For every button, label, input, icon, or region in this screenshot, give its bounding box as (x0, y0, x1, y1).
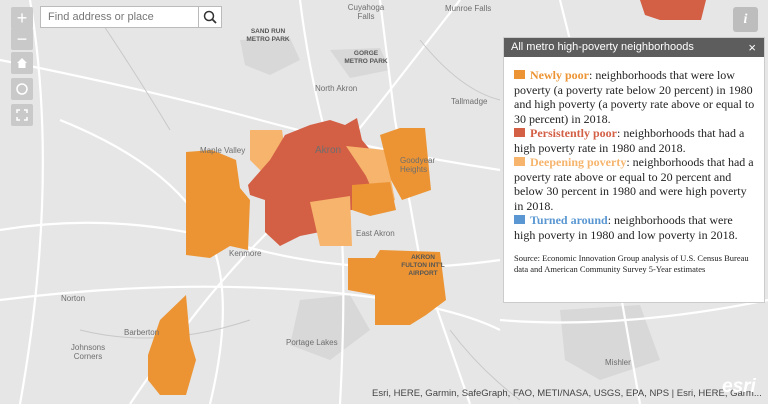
legend-text: : neighborhoods that had a poverty rate … (514, 155, 754, 213)
source-note: Source: Economic Innovation Group analys… (514, 253, 749, 274)
map-label: Akron (315, 145, 341, 156)
legend-text: : neighborhoods that were low poverty (a… (514, 68, 755, 126)
legend-swatch (514, 157, 525, 166)
map-label: Falls (358, 12, 375, 21)
map-label: Kenmore (229, 249, 262, 258)
search-icon (203, 10, 217, 24)
map-label: AIRPORT (408, 270, 437, 277)
map-label: East Akron (356, 229, 395, 238)
map-label: Norton (61, 294, 85, 303)
map-label: METRO PARK (246, 36, 290, 43)
legend-swatch (514, 215, 525, 224)
zoom-in[interactable]: + (11, 7, 33, 29)
locate-icon (16, 83, 28, 95)
legend-label: Persistently poor (530, 126, 617, 140)
attribution: Esri, HERE, Garmin, SafeGraph, FAO, METI… (372, 388, 762, 399)
map-label: Barberton (124, 328, 159, 337)
map-label: AKRON (411, 254, 435, 261)
map-label: METRO PARK (344, 58, 388, 65)
legend-label: Deepening poverty (530, 155, 627, 169)
legend-panel: All metro high-poverty neighborhoods × N… (503, 37, 765, 303)
legend-label: Turned around (530, 213, 608, 227)
legend-item: Turned around: neighborhoods that were h… (514, 213, 756, 242)
info-button[interactable]: i (733, 7, 758, 32)
map-label: Heights (400, 165, 427, 174)
legend-item: Persistently poor: neighborhoods that ha… (514, 126, 756, 155)
map-labels: Cuyahoga Falls Munroe Falls SAND RUN MET… (61, 3, 631, 367)
fullscreen-button[interactable] (11, 104, 33, 126)
map-label: Tallmadge (451, 97, 488, 106)
fullscreen-icon (16, 109, 28, 121)
map-label: Corners (74, 352, 102, 361)
map-label: Goodyear (400, 156, 435, 165)
locate-button[interactable] (11, 78, 33, 100)
home-icon (17, 58, 27, 68)
legend-swatch (514, 128, 525, 137)
parks (240, 38, 660, 380)
panel-title: All metro high-poverty neighborhoods (511, 41, 694, 53)
legend-text: : neighborhoods that were high poverty i… (514, 213, 738, 242)
map-label: FULTON INT'L (401, 262, 445, 269)
panel-header: All metro high-poverty neighborhoods × (504, 38, 764, 57)
legend-text: : neighborhoods that had a high poverty … (514, 126, 745, 155)
home-button[interactable] (11, 52, 33, 74)
zoom-out[interactable]: − (11, 28, 33, 50)
minor-roads (79, 19, 521, 401)
map-label: SAND RUN (251, 28, 286, 35)
map-label: Munroe Falls (445, 4, 491, 13)
esri-logo: esri (722, 376, 756, 397)
legend-item: Deepening poverty: neighborhoods that ha… (514, 155, 756, 213)
legend-item: Newly poor: neighborhoods that were low … (514, 68, 756, 126)
search-input[interactable]: Find address or place (40, 6, 222, 28)
map-label: Johnsons (71, 343, 105, 352)
map-label: North Akron (315, 84, 357, 93)
legend-label: Newly poor (530, 68, 589, 82)
map-label: Mishler (605, 358, 631, 367)
close-button[interactable]: × (748, 40, 756, 55)
map-label: Portage Lakes (286, 338, 338, 347)
map-label: Maple Valley (200, 146, 245, 155)
neighborhoods (148, 0, 706, 395)
legend: Newly poor: neighborhoods that were low … (504, 57, 764, 242)
legend-swatch (514, 70, 525, 79)
map-label: GORGE (354, 50, 379, 57)
search-button[interactable] (198, 6, 222, 28)
map-label: Cuyahoga (348, 3, 385, 12)
